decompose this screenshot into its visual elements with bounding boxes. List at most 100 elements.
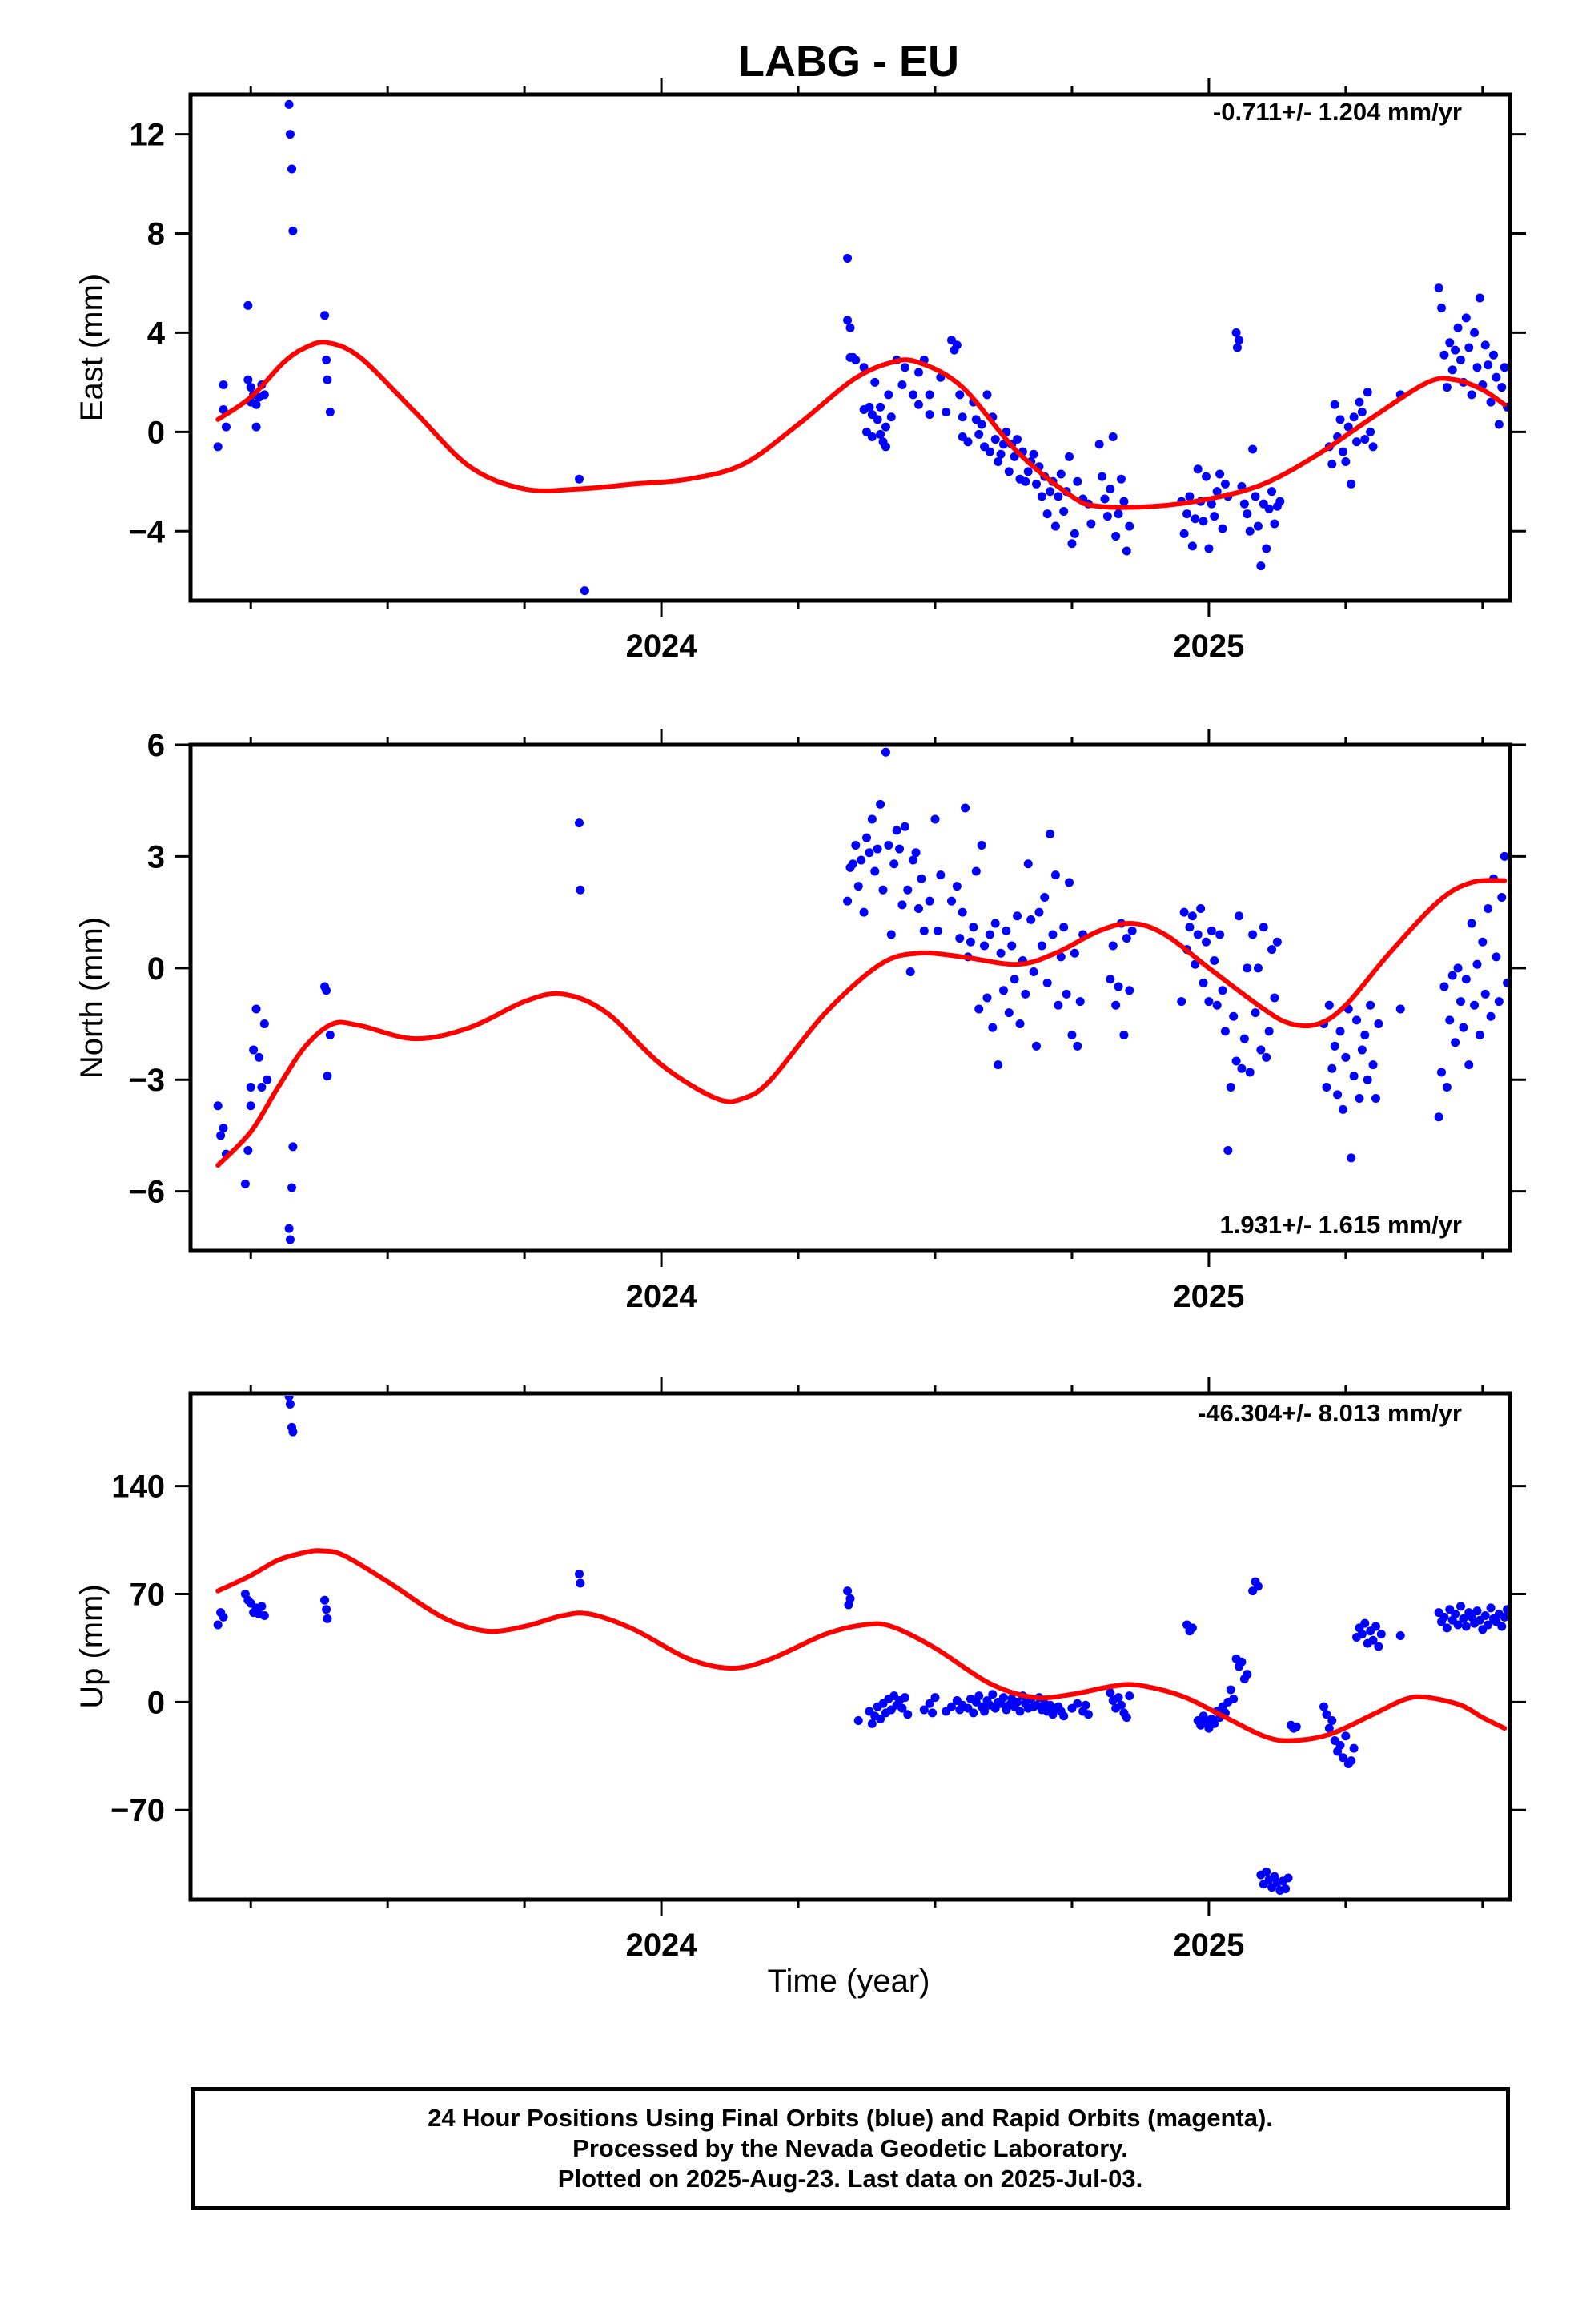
x-axis-label: Time (year) [768, 1964, 930, 1999]
data-point [897, 380, 907, 389]
data-point [996, 449, 1006, 459]
data-point [958, 907, 967, 917]
data-point [1231, 1056, 1241, 1066]
data-point [284, 1224, 294, 1233]
data-point [243, 1146, 253, 1156]
data-point [251, 422, 261, 432]
data-point [1243, 509, 1252, 519]
data-point [1357, 1630, 1367, 1639]
data-point [1177, 997, 1186, 1007]
data-point [1125, 1691, 1134, 1701]
data-point [287, 164, 297, 174]
data-point [1094, 440, 1104, 449]
data-point [1486, 1603, 1496, 1613]
data-point [1475, 1030, 1484, 1039]
data-point [876, 799, 885, 809]
data-point [1461, 975, 1471, 984]
data-point [1366, 1000, 1375, 1010]
data-point [257, 1083, 267, 1092]
plot-frame [188, 742, 1512, 1253]
data-point [1065, 878, 1074, 887]
data-point [985, 930, 994, 939]
data-point [1434, 1112, 1443, 1122]
data-point [857, 855, 866, 865]
data-point [1338, 447, 1347, 456]
up-panel: 2024 2025 −70 0 70 140 Up (mm) -46.304+/- 8.013… [74, 1377, 1526, 1963]
data-point [1070, 529, 1079, 538]
data-point [213, 1620, 223, 1630]
x-tick-label: 2025 [1173, 1928, 1244, 1963]
data-point [1245, 1068, 1255, 1077]
data-point [1037, 492, 1046, 501]
data-point [1196, 903, 1206, 913]
data-point [1037, 941, 1046, 951]
data-point [1456, 997, 1465, 1007]
data-point [873, 844, 882, 854]
data-point [982, 993, 992, 1003]
data-point [971, 866, 981, 876]
data-point [1015, 1019, 1025, 1029]
data-point [969, 1708, 978, 1718]
data-point [1497, 1622, 1507, 1631]
data-point [1229, 1695, 1239, 1704]
data-point [1073, 1699, 1082, 1708]
data-point [1040, 893, 1050, 903]
data-point [1262, 544, 1271, 553]
data-point [930, 1693, 940, 1703]
data-point [1048, 930, 1058, 939]
data-point [285, 130, 295, 139]
y-tick-label: 4 [147, 316, 166, 351]
data-point [988, 1023, 998, 1032]
data-point [1352, 1015, 1362, 1025]
data-point [259, 1019, 269, 1029]
data-point [1073, 1041, 1082, 1051]
data-point [1349, 412, 1359, 422]
data-point [1201, 937, 1211, 947]
data-point [1360, 1030, 1370, 1039]
data-point [1013, 435, 1022, 444]
data-point [867, 1719, 877, 1728]
data-point [843, 253, 853, 263]
data-point [1478, 937, 1488, 947]
data-point [213, 442, 223, 452]
data-point [1042, 978, 1052, 987]
data-point [1453, 963, 1463, 973]
data-point [911, 848, 921, 858]
data-point [1108, 432, 1118, 442]
data-point [966, 937, 975, 947]
data-point [886, 930, 896, 939]
data-point [259, 390, 269, 400]
data-point [1434, 283, 1443, 293]
data-point [919, 926, 929, 935]
data-point [288, 226, 298, 235]
data-point [221, 422, 231, 432]
data-point [1029, 967, 1038, 976]
data-point [982, 390, 992, 400]
data-point [1267, 487, 1277, 497]
plot-frame [188, 92, 1512, 603]
data-point [1464, 1060, 1474, 1070]
data-point [1503, 1605, 1508, 1614]
data-point [1243, 963, 1252, 973]
data-point [865, 402, 874, 412]
data-point [1187, 541, 1197, 551]
data-point [1002, 926, 1011, 935]
data-point [1111, 531, 1121, 541]
data-point [909, 390, 918, 400]
data-point [259, 1610, 269, 1620]
data-point [1023, 467, 1033, 476]
plot-frame [188, 1391, 1512, 1902]
rate-annotation: -0.711+/- 1.204 mm/yr [1213, 98, 1462, 126]
data-point [876, 1715, 885, 1724]
data-point [1207, 499, 1216, 509]
data-point [1013, 1697, 1022, 1707]
data-point [1187, 1623, 1197, 1633]
footer-note: 24 Hour Positions Using Final Orbits (bl… [191, 2087, 1510, 2210]
data-point [1467, 919, 1476, 928]
data-point [878, 885, 888, 895]
x-tick-label: 2025 [1173, 629, 1244, 664]
data-point [1464, 343, 1474, 352]
data-point [1007, 941, 1017, 951]
data-point [1021, 476, 1030, 486]
data-point [1054, 492, 1063, 501]
